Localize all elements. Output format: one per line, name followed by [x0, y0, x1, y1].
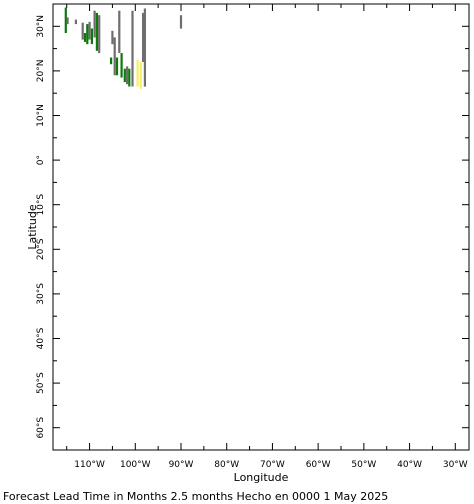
lat-tick-label: 10°S: [36, 194, 46, 216]
forecast-cell-green: [120, 53, 123, 78]
latitude-ticks: 30°N 20°N 10°N 0° 10°S 20°S 30°S 40°S 50°S 60°S: [36, 3, 469, 451]
lat-tick-label: 20°S: [36, 238, 46, 260]
lon-tick-label: 70°W: [260, 460, 285, 470]
forecast-cell-gray: [66, 17, 69, 25]
lat-tick-label: 20°N: [36, 60, 46, 83]
forecast-cell-gray: [131, 10, 134, 87]
longitude-ticks: 110°W 100°W 90°W 80°W 70°W 60°W 50°W 40°W 30°W: [66, 4, 468, 470]
lat-tick-label: 50°S: [36, 372, 46, 394]
forecast-cell-green: [128, 68, 131, 87]
forecast-cell-gray: [113, 37, 116, 76]
y-axis-title: Latitude: [26, 204, 39, 250]
forecast-cell-green: [64, 7, 67, 33]
lat-tick-label: 30°N: [36, 15, 46, 38]
forecast-cell-green: [90, 28, 93, 45]
forecast-cell-gray: [118, 10, 121, 54]
lon-tick-label: 110°W: [74, 460, 105, 470]
forecast-cell-gray: [142, 12, 145, 62]
forecast-cell-green: [110, 57, 113, 65]
forecast-cell-green: [95, 12, 98, 51]
lon-tick-label: 100°W: [120, 460, 151, 470]
lon-tick-label: 80°W: [214, 460, 239, 470]
lon-tick-label: 90°W: [169, 460, 194, 470]
forecast-cell-gray: [179, 15, 183, 29]
forecast-cell-green: [123, 68, 126, 83]
forecast-cell-gray: [126, 66, 129, 85]
lon-tick-label: 30°W: [443, 460, 468, 470]
forecast-caption: Forecast Lead Time in Months 2.5 months …: [3, 490, 388, 503]
forecast-cell-green: [115, 57, 119, 76]
forecast-cell-gray: [98, 15, 101, 54]
forecast-cell-gray: [143, 8, 146, 87]
lon-tick-label: 40°W: [397, 460, 422, 470]
lat-tick-label: 40°S: [36, 327, 46, 349]
lon-tick-label: 60°W: [306, 460, 331, 470]
forecast-cell-yellow: [139, 62, 142, 89]
lat-tick-label: 60°S: [36, 417, 46, 439]
lon-tick-label: 50°W: [351, 460, 376, 470]
forecast-cell-gray: [74, 19, 77, 25]
forecast-cell-yellow: [136, 59, 139, 87]
forecast-cell-gray: [93, 10, 96, 38]
forecast-cell-gray: [88, 21, 91, 40]
forecast-cells: [64, 7, 183, 89]
forecast-cell-gray: [81, 22, 84, 40]
lat-tick-label: 10°N: [36, 104, 46, 127]
forecast-cell-green: [83, 33, 87, 42]
lat-tick-label: 30°S: [36, 283, 46, 305]
lat-tick-label: 0°: [36, 155, 46, 165]
x-axis-title: Longitude: [234, 471, 289, 484]
forecast-cell-green: [86, 24, 89, 45]
forecast-cell-gray: [111, 30, 114, 45]
